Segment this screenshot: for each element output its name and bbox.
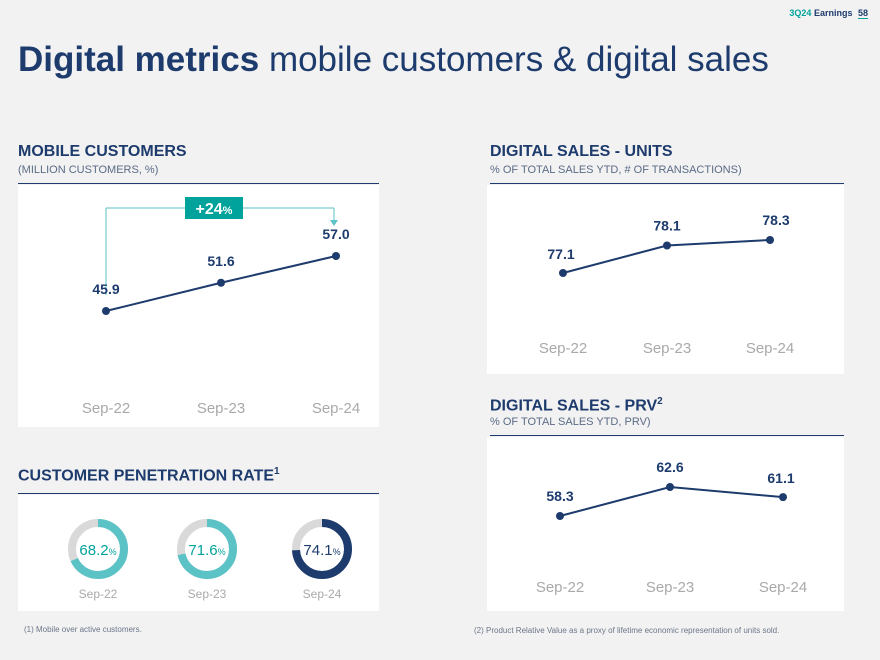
data-label-sep-23: 51.6 xyxy=(207,253,234,269)
digital-prv-subtitle: % OF TOTAL SALES YTD, PRV) xyxy=(490,416,651,428)
data-point-sep-23 xyxy=(666,483,674,491)
mobile-customers-panel: +24% 45.9 51.6 57.0 Sep-22 Sep-23 Sep-24 xyxy=(18,185,379,427)
data-label-sep-22: 45.9 xyxy=(92,281,119,297)
data-point-sep-23 xyxy=(663,241,671,250)
x-tick-sep-23: Sep-23 xyxy=(197,400,245,417)
x-tick-sep-24: Sep-24 xyxy=(759,579,807,596)
digital-prv-rule xyxy=(490,435,844,436)
digital-units-subtitle: % OF TOTAL SALES YTD, # OF TRANSACTIONS) xyxy=(490,164,742,176)
quarter-label: 3Q24 xyxy=(789,8,812,18)
digital-units-title: DIGITAL SALES - UNITS xyxy=(490,143,673,160)
donut-fill-sep-24 xyxy=(292,519,352,579)
penetration-chart: 68.2% Sep-22 71.6% Sep-23 74.1% Sep-24 xyxy=(68,519,352,601)
data-point-sep-24 xyxy=(332,252,340,260)
data-point-sep-24 xyxy=(766,236,774,244)
mobile-customers-rule xyxy=(18,183,379,184)
x-tick-sep-24: Sep-24 xyxy=(312,400,360,417)
digital-prv-title: DIGITAL SALES - PRV2 xyxy=(490,396,663,415)
data-label-sep-24: 57.0 xyxy=(322,226,349,242)
series-line xyxy=(559,485,784,517)
earnings-label: Earnings xyxy=(813,8,853,18)
digital-prv-title-text: DIGITAL SALES - PRV xyxy=(490,397,658,415)
x-tick-sep-22: Sep-22 xyxy=(82,400,130,417)
growth-arrow-icon xyxy=(330,220,338,226)
mobile-customers-subtitle: (MILLION CUSTOMERS, %) xyxy=(18,164,159,176)
mobile-customers-chart: +24% 45.9 51.6 57.0 Sep-22 Sep-23 Sep-24 xyxy=(82,197,360,417)
page-title-bold: Digital metrics xyxy=(18,40,260,79)
penetration-footnote-ref: 1 xyxy=(274,466,280,477)
data-point-sep-22 xyxy=(556,512,564,520)
digital-units-chart: 77.1 78.1 78.3 Sep-22 Sep-23 Sep-24 xyxy=(539,212,794,357)
digital-units-rule xyxy=(490,183,844,184)
penetration-rule xyxy=(18,493,379,494)
x-tick-sep-22: Sep-22 xyxy=(536,579,584,596)
footnote-2: (2) Product Relative Value as a proxy of… xyxy=(474,626,780,635)
growth-bracket: +24% xyxy=(105,197,338,295)
donut-fill-sep-23 xyxy=(177,519,237,579)
donut-label-sep-24: 74.1% xyxy=(303,542,340,559)
digital-prv-chart: 58.3 62.6 61.1 Sep-22 Sep-23 Sep-24 xyxy=(536,459,807,596)
donut-fill-sep-22 xyxy=(68,519,128,579)
digital-prv-panel: 58.3 62.6 61.1 Sep-22 Sep-23 Sep-24 xyxy=(487,437,844,611)
page-number: 58 xyxy=(857,8,868,18)
page-header-tag: 3Q24 Earnings 58 xyxy=(789,8,868,18)
data-point-sep-22 xyxy=(102,307,110,315)
penetration-panel: 68.2% Sep-22 71.6% Sep-23 74.1% Sep-24 xyxy=(18,495,379,611)
data-label-sep-22: 77.1 xyxy=(547,246,574,262)
data-label-sep-22: 58.3 xyxy=(546,488,573,504)
digital-units-panel: 77.1 78.1 78.3 Sep-22 Sep-23 Sep-24 xyxy=(487,185,844,374)
mobile-customers-title: MOBILE CUSTOMERS xyxy=(18,143,187,160)
x-tick-sep-23: Sep-23 xyxy=(643,340,691,357)
digital-prv-footnote-ref: 2 xyxy=(657,396,663,407)
data-point-sep-23 xyxy=(217,278,225,287)
data-point-sep-24 xyxy=(779,493,787,502)
growth-badge xyxy=(185,197,243,219)
growth-badge-text: +24% xyxy=(196,201,233,218)
penetration-title-text: CUSTOMER PENETRATION RATE xyxy=(18,467,275,485)
x-tick-sep-22: Sep-22 xyxy=(539,340,587,357)
data-label-sep-23: 78.1 xyxy=(653,218,680,234)
data-label-sep-24: 61.1 xyxy=(767,470,794,486)
x-tick-sep-23: Sep-23 xyxy=(646,579,694,596)
data-point-sep-22 xyxy=(559,269,567,277)
page-title: Digital metrics mobile customers & digit… xyxy=(18,40,769,80)
footnote-1: (1) Mobile over active customers. xyxy=(24,625,142,634)
page-title-light: mobile customers & digital sales xyxy=(268,40,769,79)
x-tick-sep-24: Sep-24 xyxy=(746,340,794,357)
donut-category-sep-22: Sep-22 xyxy=(79,587,118,601)
donut-category-sep-23: Sep-23 xyxy=(188,587,227,601)
donut-category-sep-24: Sep-24 xyxy=(303,587,342,601)
penetration-title: CUSTOMER PENETRATION RATE1 xyxy=(18,466,280,485)
data-label-sep-24: 78.3 xyxy=(762,212,789,228)
donut-label-sep-23: 71.6% xyxy=(188,542,225,559)
data-label-sep-23: 62.6 xyxy=(656,459,683,475)
donut-label-sep-22: 68.2% xyxy=(79,542,116,559)
